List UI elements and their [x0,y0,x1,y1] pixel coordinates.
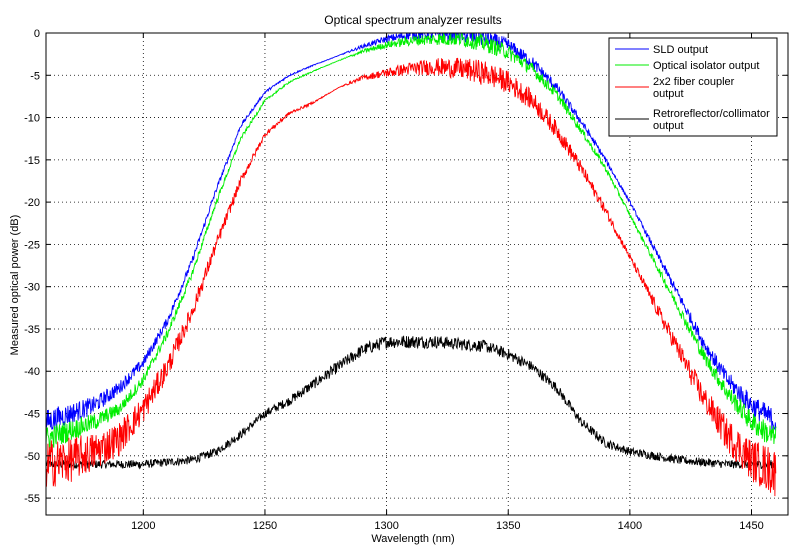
y-tick-label: -50 [24,451,40,463]
x-axis-label: Wavelength (nm) [371,533,454,545]
axis-ticks: 1200 1250 1300 1350 1400 1450 0 -5 -10 -15 -20 -25 -… [24,28,788,532]
x-tick-label: 1400 [618,520,642,532]
y-tick-label: -55 [24,493,40,505]
chart-title: Optical spectrum analyzer results [324,13,501,27]
x-tick-label: 1450 [739,520,763,532]
series-line-0 [46,33,777,432]
series-line-1 [46,33,777,449]
y-tick-label: -30 [24,282,40,294]
y-tick-label: -5 [30,70,40,82]
y-axis-label: Measured optical power (dB) [9,215,21,356]
legend-label: SLD output [653,44,708,56]
y-tick-label: -25 [24,239,40,251]
series-group [46,33,777,497]
series-line-3 [46,335,777,470]
legend: SLD output Optical isolator output 2x2 fib… [608,37,778,137]
x-tick-label: 1250 [253,520,277,532]
x-tick-label: 1300 [374,520,398,532]
y-tick-label: -40 [24,366,40,378]
y-tick-label: 0 [34,28,40,40]
legend-label: 2x2 fiber coupler [653,76,735,88]
legend-label: Retroreflector/collimator [653,108,770,120]
y-tick-label: -10 [24,113,40,125]
legend-label: Optical isolator output [653,60,759,72]
plot-area [46,33,777,497]
y-tick-label: -35 [24,324,40,336]
y-tick-label: -20 [24,197,40,209]
legend-label: output [653,88,684,100]
plot-frame [45,32,789,516]
x-tick-label: 1200 [131,520,155,532]
x-tick-label: 1350 [496,520,520,532]
legend-label: output [653,120,684,132]
y-tick-label: -45 [24,409,40,421]
y-tick-label: -15 [24,155,40,167]
series-line-2 [46,57,777,497]
